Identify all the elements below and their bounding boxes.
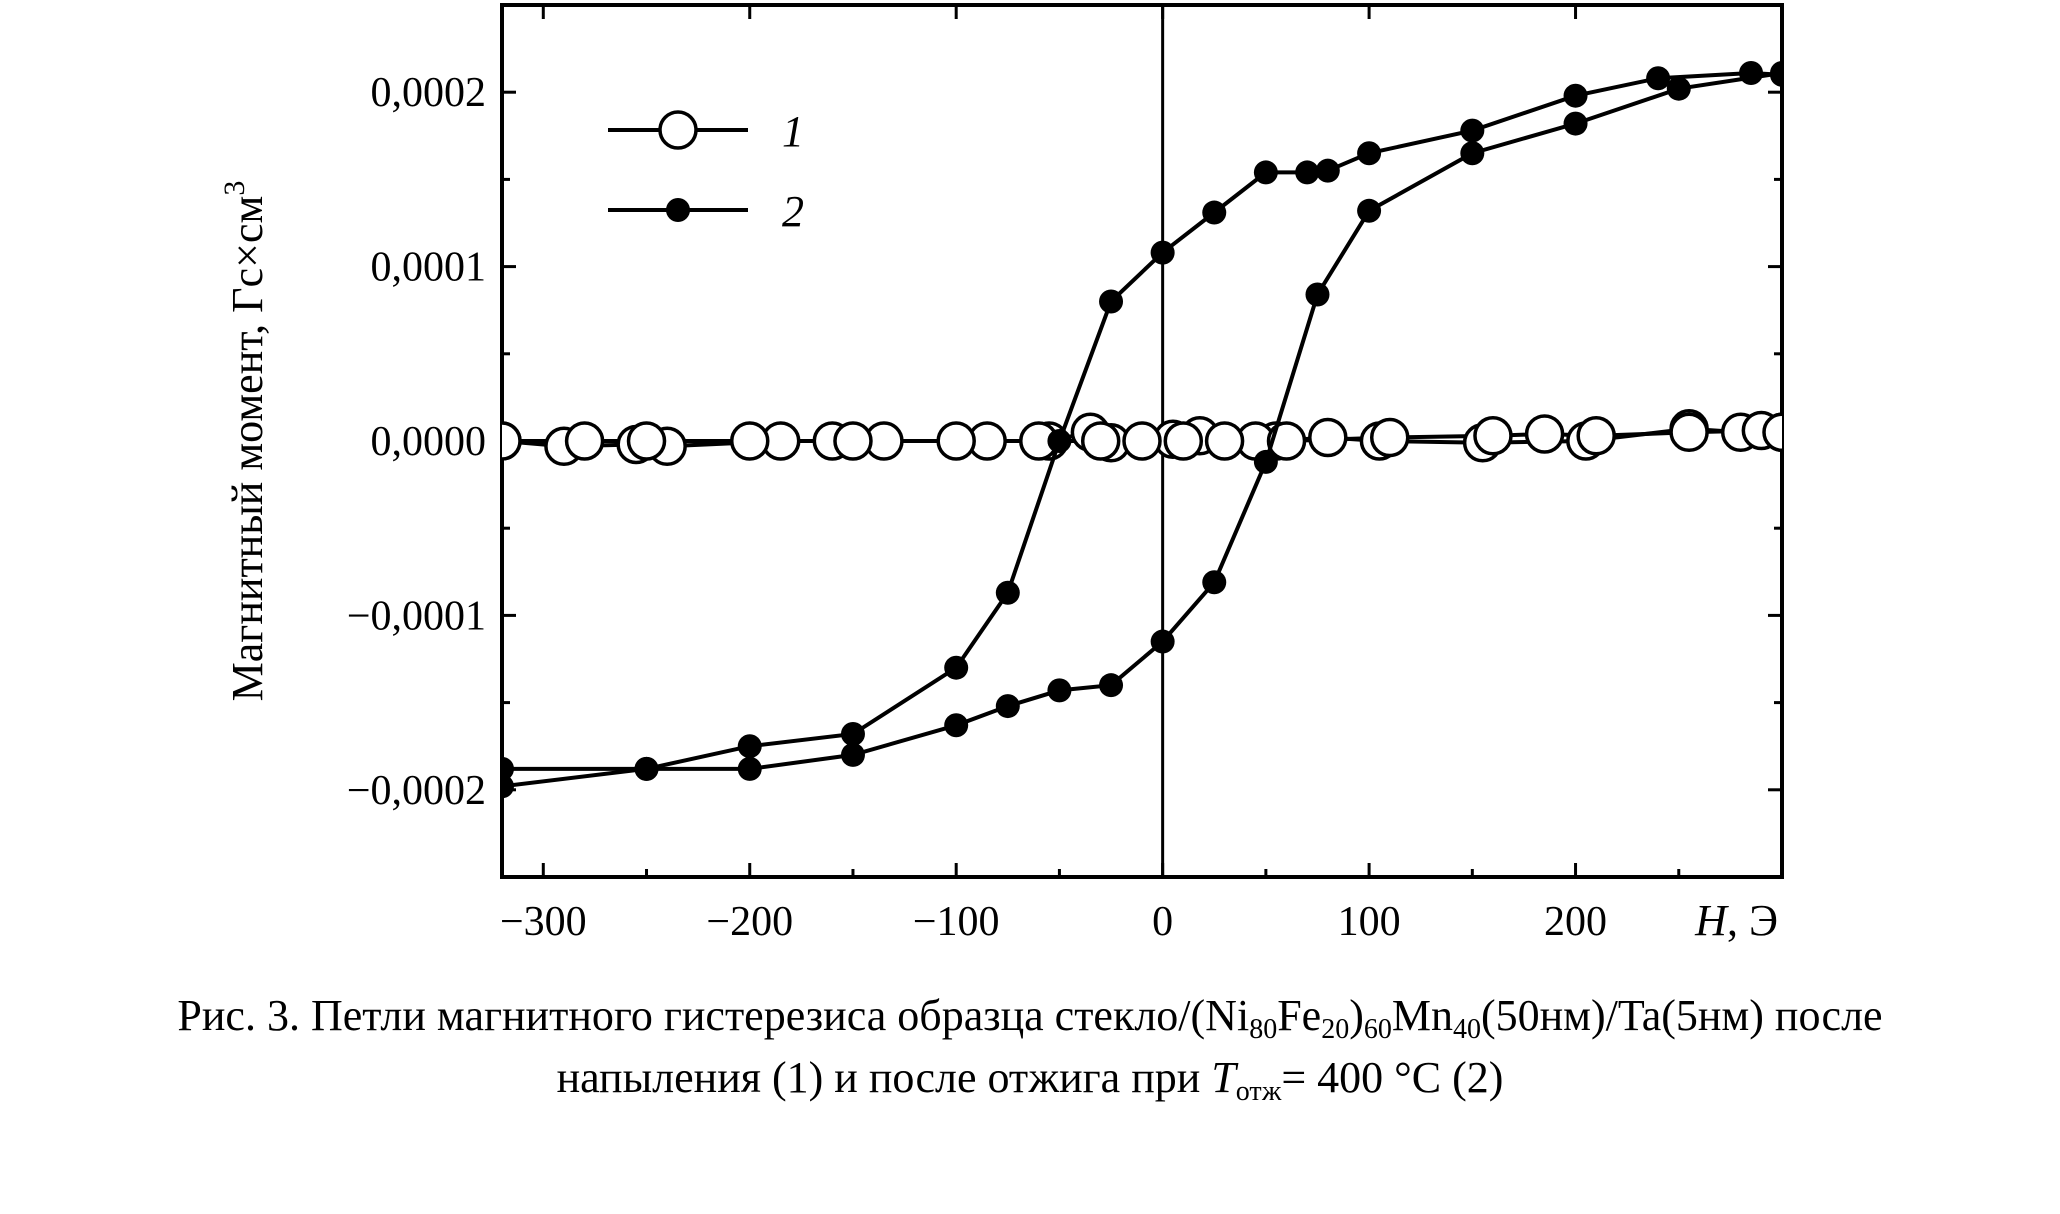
x-tick-label: −300 (500, 899, 587, 945)
series-2-point (1666, 76, 1691, 101)
series-1-point (936, 421, 976, 461)
caption-line-1: Рис. 3. Петли магнитного гистерезиса обр… (177, 991, 1883, 1045)
series-1-point (1669, 412, 1709, 453)
series-1-point (502, 421, 522, 461)
series-2-point (944, 655, 969, 680)
series-2-point (1150, 629, 1175, 654)
series-2-point (502, 774, 514, 799)
x-tick-label: 200 (1544, 899, 1607, 945)
y-axis-title: Магнитный момент, Гс×см3 (218, 181, 272, 702)
series-2-point (995, 580, 1020, 605)
axis-ticks: −300 −200 −100 0 100 200 0,0002 0,0001 0,0000 −0,… (347, 5, 1782, 945)
x-tick-label: 0 (1152, 899, 1173, 945)
y-tick-label: 0,0001 (371, 245, 487, 291)
series-2-point (840, 742, 865, 767)
series-2-point (1253, 160, 1278, 185)
legend-marker-1 (658, 110, 698, 150)
series-1-point (1524, 414, 1565, 454)
series-1-point (729, 421, 770, 461)
series-layer (502, 61, 1782, 799)
legend-marker-2 (666, 198, 690, 222)
figure-caption: Рис. 3. Петли магнитного гистерезиса обр… (0, 985, 2060, 1109)
series-1-point (833, 421, 873, 461)
series-1-point (1163, 421, 1204, 461)
series-2-point (1315, 158, 1340, 183)
series-2-point (737, 756, 762, 781)
series-2-point (1460, 118, 1485, 143)
series-2-point (1047, 678, 1072, 703)
series-2-point (1357, 141, 1382, 166)
series-1-point (626, 421, 667, 461)
series-2-point (1460, 141, 1485, 166)
y-axis-title-superscript: 3 (218, 181, 251, 196)
series-2-point (840, 721, 865, 746)
series-1-point (1266, 421, 1307, 461)
series-1-point (1576, 416, 1616, 456)
x-tick-label: −200 (706, 899, 793, 945)
series-1 (502, 409, 1782, 466)
caption-line-2: напыления (1) и после отжига при Tотж= 4… (556, 1053, 1504, 1107)
series-1-point (1308, 417, 1348, 458)
series-2-point (1563, 83, 1588, 108)
series-1-point (1204, 421, 1245, 461)
series-2-point (995, 694, 1020, 719)
series-2-point (944, 713, 969, 738)
series-1-point (564, 421, 605, 461)
series-2 (502, 61, 1782, 799)
series-1-point (1122, 421, 1162, 461)
series-2-point (1563, 111, 1588, 136)
series-2-point (737, 734, 762, 759)
legend-label-2: 2 (782, 187, 804, 236)
series-2-point (1770, 61, 1782, 86)
x-tick-label: −100 (913, 899, 1000, 945)
y-tick-label: 0,0000 (371, 419, 487, 465)
series-2-point (1202, 200, 1227, 225)
y-tick-label: −0,0001 (347, 593, 486, 639)
series-2-point (1099, 673, 1124, 698)
legend-label-1: 1 (782, 107, 804, 156)
legend-background (590, 90, 860, 290)
y-axis-title-text: Магнитный момент, Гс×см (223, 196, 272, 702)
series-2-point (1047, 429, 1072, 453)
legend: 1 2 (590, 90, 860, 290)
y-tick-label: −0,0002 (347, 768, 486, 814)
series-2-point (1253, 449, 1278, 474)
series-2-point (1305, 282, 1330, 307)
series-2-point (1150, 240, 1175, 265)
series-1-point (1473, 416, 1513, 456)
x-tick-label: 100 (1338, 899, 1401, 945)
series-2-point (1357, 198, 1382, 223)
series-1-point (1762, 412, 1782, 453)
series-1-point (1080, 421, 1121, 461)
series-2-point (1646, 66, 1671, 91)
series-2-point (1099, 289, 1124, 314)
series-2-point (1739, 61, 1764, 86)
x-axis-title: H, Э (1694, 896, 1778, 945)
series-2-point (1295, 160, 1320, 185)
series-1-point (1369, 417, 1410, 458)
y-tick-label: 0,0002 (371, 70, 487, 116)
series-2-point (634, 756, 659, 781)
series-2-point (1202, 570, 1227, 595)
